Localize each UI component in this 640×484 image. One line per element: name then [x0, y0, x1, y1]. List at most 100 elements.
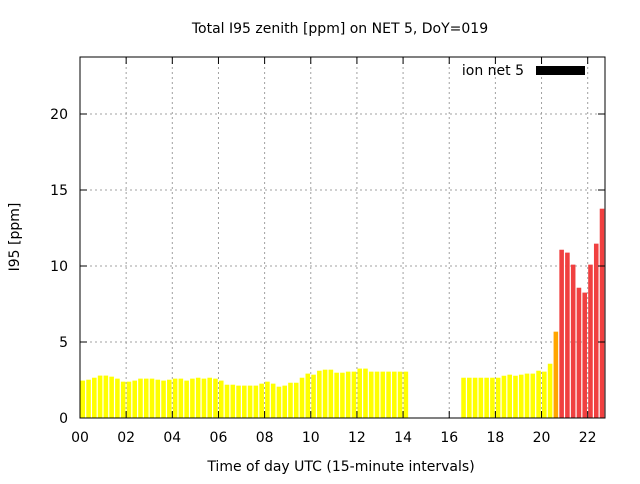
bar: [472, 377, 478, 418]
x-tick-label: 20: [533, 430, 551, 446]
bar: [265, 381, 270, 418]
bar: [507, 374, 512, 418]
grid: [80, 57, 605, 418]
bar: [345, 371, 351, 418]
bar: [570, 264, 576, 418]
bar: [120, 381, 126, 418]
bar: [403, 371, 409, 418]
bar: [588, 264, 593, 418]
x-tick-label: 12: [348, 430, 366, 446]
bar: [132, 380, 137, 418]
bars: [80, 208, 605, 418]
bar: [363, 368, 368, 418]
bar: [115, 378, 120, 418]
bar: [190, 378, 195, 418]
x-tick-label: 16: [440, 430, 458, 446]
bar: [530, 373, 536, 418]
x-tick-label: 04: [163, 430, 181, 446]
bar: [368, 371, 374, 418]
bar: [490, 377, 495, 418]
bar: [282, 385, 287, 418]
x-tick-label: 18: [486, 430, 504, 446]
y-tick-label: 0: [59, 411, 68, 427]
bar: [109, 376, 114, 418]
bar: [155, 379, 161, 418]
bar: [149, 378, 155, 418]
bar: [374, 371, 380, 418]
bar: [565, 252, 570, 418]
x-tick-label: 10: [302, 430, 320, 446]
bar: [576, 287, 582, 418]
bar: [524, 373, 530, 418]
bar: [542, 371, 547, 418]
x-tick-label: 22: [579, 430, 597, 446]
bar: [230, 384, 236, 418]
bar: [340, 372, 345, 418]
y-tick-label: 20: [50, 107, 68, 123]
bar: [305, 373, 311, 418]
bar: [501, 375, 507, 418]
bar: [553, 331, 559, 418]
y-tick-label: 15: [50, 183, 68, 199]
legend: ion net 5: [462, 63, 585, 79]
bar: [270, 383, 276, 418]
bar: [322, 369, 328, 418]
bar: [582, 292, 587, 418]
bar: [218, 380, 224, 418]
bar: [513, 375, 518, 418]
bar: [547, 363, 553, 418]
bar: [184, 380, 189, 418]
bar: [242, 385, 247, 418]
bar: [92, 377, 97, 418]
bar: [213, 378, 218, 418]
bar: [172, 378, 178, 418]
bar: [167, 379, 172, 418]
bar: [259, 383, 264, 418]
legend-swatch: [536, 66, 585, 75]
bar: [334, 372, 339, 418]
bar: [293, 382, 299, 418]
bar: [138, 378, 143, 418]
bar: [195, 377, 201, 418]
bar: [253, 385, 259, 418]
bar: [484, 377, 489, 418]
bar: [559, 249, 564, 418]
bar: [328, 369, 334, 418]
bar: [207, 377, 212, 418]
bar: [357, 368, 362, 418]
bar: [478, 377, 484, 418]
x-axis-label: Time of day UTC (15-minute intervals): [206, 459, 474, 475]
bar: [351, 371, 357, 418]
y-tick-label: 10: [50, 259, 68, 275]
x-tick-label: 08: [256, 430, 274, 446]
plot-border: [79, 56, 606, 419]
bar: [299, 377, 305, 418]
bar: [518, 374, 524, 418]
x-tick-label: 06: [210, 430, 228, 446]
x-tick-label: 14: [394, 430, 412, 446]
chart-title: Total I95 zenith [ppm] on NET 5, DoY=019: [191, 21, 488, 37]
bar: [201, 378, 207, 418]
bar: [380, 371, 386, 418]
bar: [276, 386, 282, 418]
bar: [178, 378, 184, 418]
bar: [247, 385, 253, 418]
x-tick-label: 02: [117, 430, 135, 446]
bar: [536, 370, 541, 418]
bar: [599, 208, 605, 418]
bar: [103, 375, 109, 418]
bar: [495, 377, 501, 418]
bar: [288, 382, 293, 418]
bar: [86, 379, 91, 418]
bar: [593, 243, 599, 418]
legend-label: ion net 5: [462, 63, 524, 79]
bar: [97, 375, 103, 418]
bar: [386, 371, 391, 418]
bar: [397, 371, 403, 418]
bar: [224, 384, 230, 418]
bar: [236, 385, 241, 418]
bar: [311, 374, 316, 418]
bar: [317, 370, 322, 418]
bar: [143, 378, 149, 418]
